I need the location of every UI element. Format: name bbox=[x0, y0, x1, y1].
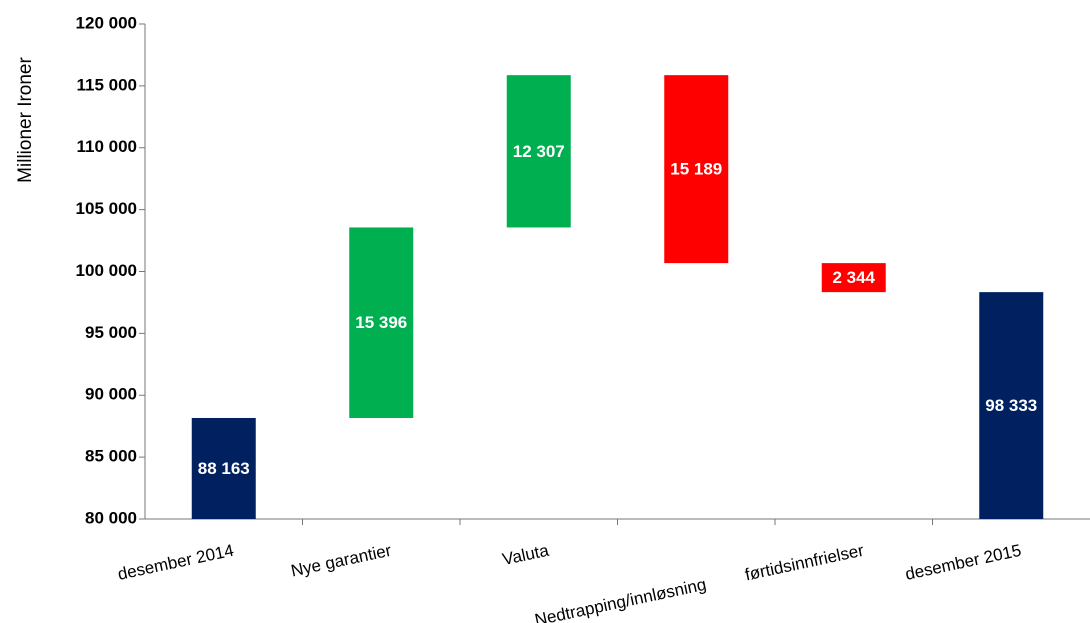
data-label: 88 163 bbox=[198, 459, 250, 478]
bar bbox=[349, 227, 414, 418]
x-tick-label: Nedtrapping/innløsning bbox=[533, 575, 708, 623]
bar bbox=[821, 263, 886, 293]
y-tick-label: 105 000 bbox=[76, 199, 137, 218]
y-tick-label: 100 000 bbox=[76, 261, 137, 280]
y-tick-label: 95 000 bbox=[85, 323, 137, 342]
y-tick-label: 90 000 bbox=[85, 385, 137, 404]
y-tick-label: 80 000 bbox=[85, 508, 137, 527]
data-label: 2 344 bbox=[832, 268, 875, 287]
y-axis-label: Millioner Ironer bbox=[15, 57, 36, 183]
data-label: 15 396 bbox=[355, 313, 407, 332]
y-tick-label: 85 000 bbox=[85, 447, 137, 466]
x-tick-label: desember 2015 bbox=[904, 541, 1024, 584]
x-tick-label: Valuta bbox=[501, 541, 551, 569]
data-label: 98 333 bbox=[985, 396, 1037, 415]
bar bbox=[664, 75, 729, 264]
bar bbox=[979, 292, 1044, 519]
x-tick-label: desember 2014 bbox=[116, 541, 236, 584]
bar bbox=[191, 417, 256, 519]
y-tick-label: 120 000 bbox=[76, 13, 137, 32]
data-label: 12 307 bbox=[513, 142, 565, 161]
x-tick-label: førtidsinnfrielser bbox=[743, 541, 866, 585]
data-label: 15 189 bbox=[670, 160, 722, 179]
y-tick-label: 110 000 bbox=[76, 137, 137, 156]
y-tick-label: 115 000 bbox=[76, 75, 137, 94]
bar bbox=[506, 75, 571, 228]
x-tick-label: Nye garantier bbox=[289, 541, 393, 581]
